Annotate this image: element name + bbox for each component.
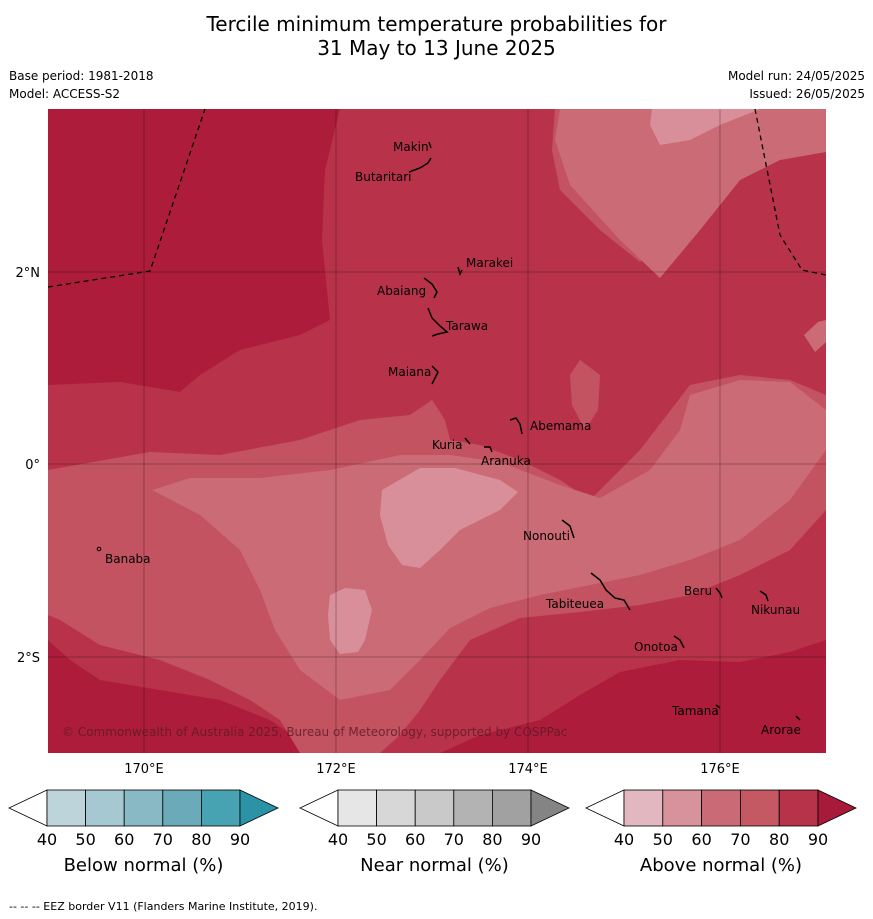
lon-label-170e: 170°E (124, 762, 164, 777)
zone-90-west (48, 109, 340, 392)
colorbar-title: Near normal (%) (360, 855, 509, 876)
colorbar-extend-high (530, 789, 570, 827)
label-maiana: Maiana (388, 365, 431, 379)
colorbar-near-normal: 40 50 60 70 80 90 Near normal (%) (299, 789, 570, 876)
colorbar-tick-label: 60 (691, 830, 711, 849)
colorbar-tick-label: 90 (521, 830, 541, 849)
colorbar-segment (200, 789, 241, 827)
label-tabiteuea: Tabiteuea (545, 597, 604, 611)
colorbar-tick-label: 70 (153, 830, 173, 849)
longitude-labels: 170°E 172°E 174°E 176°E (124, 762, 740, 777)
colorbar-tick-label: 40 (328, 830, 348, 849)
colorbar-segment (123, 789, 164, 827)
colorbar-tick-label: 50 (653, 830, 673, 849)
lon-label-174e: 174°E (508, 762, 548, 777)
colorbar-segment (337, 789, 377, 827)
lat-label-2s: 2°S (17, 651, 40, 666)
run-info: Model run: 24/05/2025 Issued: 26/05/2025 (728, 67, 865, 103)
colorbar-segment (778, 789, 819, 827)
colorbar-extend-high (239, 789, 279, 827)
colorbar-tick-label: 80 (191, 830, 211, 849)
zone-90-south (48, 640, 300, 753)
base-period: Base period: 1981-2018 (9, 69, 154, 83)
colorbar-extend-low (299, 789, 339, 827)
latitude-labels: 2°N 0° 2°S (16, 266, 41, 666)
island-labels: Makin Butaritari Marakei Abaiang Tarawa … (105, 140, 801, 737)
label-onotoa: Onotoa (634, 640, 678, 654)
colorbar-tick-label: 60 (405, 830, 425, 849)
colorbar-segment (623, 789, 664, 827)
eez-borders (47, 108, 827, 288)
colorbar-tick-label: 40 (614, 830, 634, 849)
colorbar-extend-low (585, 789, 625, 827)
zone-60-central (152, 380, 826, 700)
lat-label-0: 0° (25, 458, 40, 473)
title-line-2: 31 May to 13 June 2025 (317, 36, 556, 60)
label-beru: Beru (684, 584, 712, 598)
eez-footnote: -- -- -- EEZ border V11 (Flanders Marine… (9, 900, 318, 913)
model-name: Model: ACCESS-S2 (9, 87, 121, 101)
label-tamana: Tamana (671, 704, 719, 718)
graticule (48, 109, 826, 753)
colorbar-segment (46, 789, 86, 827)
colorbar-segment (701, 789, 741, 827)
colorbar-tick-label: 50 (366, 830, 386, 849)
colorbar-below-normal: 40 50 60 70 80 90 Below normal (%) (8, 789, 279, 876)
label-arorae: Arorae (761, 723, 801, 737)
zone-60-north (555, 109, 826, 278)
label-makin: Makin (393, 140, 429, 154)
lon-label-172e: 172°E (316, 762, 356, 777)
lon-label-176e: 176°E (700, 762, 740, 777)
colorbar-extend-low (8, 789, 48, 827)
colorbar-tick-label: 40 (37, 830, 57, 849)
colorbar-tick-label: 50 (75, 830, 95, 849)
colorbar-tick-label: 80 (769, 830, 789, 849)
label-nikunau: Nikunau (751, 603, 800, 617)
colorbar-extend-high (817, 789, 857, 827)
label-tarawa: Tarawa (445, 319, 488, 333)
colorbar-tick-label: 90 (230, 830, 250, 849)
zone-50-south (328, 588, 372, 654)
label-abaiang: Abaiang (377, 284, 426, 298)
issued-date: Issued: 26/05/2025 (749, 87, 865, 101)
colorbar-tick-label: 70 (444, 830, 464, 849)
colorbar-segment (662, 789, 702, 827)
colorbar-segment (414, 789, 455, 827)
colorbar-segment (491, 789, 532, 827)
label-abemama: Abemama (530, 419, 591, 433)
colorbar-segment (162, 789, 202, 827)
zone-50-north (650, 109, 760, 145)
zone-70-east-blob (570, 360, 600, 430)
label-butaritari: Butaritari (355, 170, 412, 184)
colorbar-tick-label: 80 (482, 830, 502, 849)
label-marakei: Marakei (466, 256, 513, 270)
colorbar-segment (453, 789, 493, 827)
probability-field (48, 109, 826, 753)
colorbar-segment (376, 789, 416, 827)
label-kuria: Kuria (432, 438, 463, 452)
colorbar-tick-label: 60 (114, 830, 134, 849)
map-title: Tercile minimum temperature probabilitie… (0, 12, 873, 60)
zone-50-central (380, 468, 518, 568)
base-info: Base period: 1981-2018 Model: ACCESS-S2 (9, 67, 154, 103)
lat-label-2n: 2°N (16, 266, 41, 281)
model-run: Model run: 24/05/2025 (727, 69, 865, 83)
label-nonouti: Nonouti (523, 529, 570, 543)
colorbar-segment (85, 789, 125, 827)
colorbar-tick-label: 70 (730, 830, 750, 849)
colorbar-title: Below normal (%) (64, 855, 224, 876)
zone-60-east-edge (804, 320, 826, 352)
colorbar-segment (740, 789, 780, 827)
colorbar-above-normal: 40 50 60 70 80 90 Above normal (%) (585, 789, 857, 876)
title-line-1: Tercile minimum temperature probabilitie… (206, 12, 667, 36)
label-aranuka: Aranuka (481, 454, 531, 468)
banaba-island (96, 546, 102, 552)
colorbar-tick-label: 90 (808, 830, 828, 849)
colorbar-title: Above normal (%) (640, 855, 802, 876)
zone-90-southeast (440, 640, 826, 753)
island-outlines (408, 141, 801, 721)
copyright-notice: © Commonwealth of Australia 2025, Bureau… (62, 725, 567, 739)
label-banaba: Banaba (105, 552, 151, 566)
